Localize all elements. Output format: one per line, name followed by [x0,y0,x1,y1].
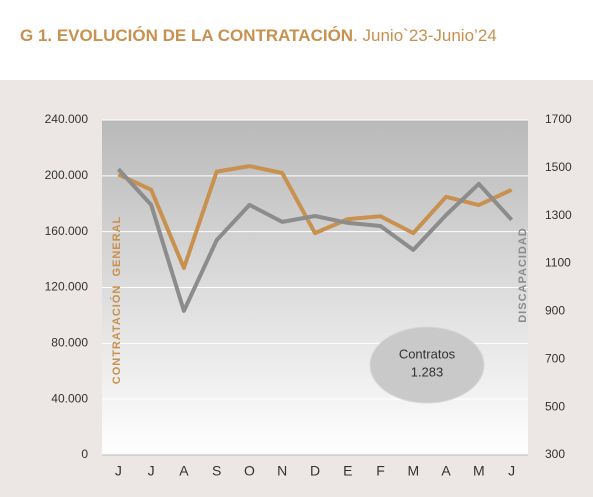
y2-tick-label: 500 [545,399,565,413]
chart-title: G 1. EVOLUCIÓN DE LA CONTRATACIÓN [20,26,354,45]
y-axis-title: CONTRATACIÓN GENERAL [110,216,123,384]
y2-tick-label: 1100 [545,256,571,270]
y-tick-label: 200.000 [45,168,89,182]
annotation-bubble [369,326,485,404]
x-tick-label: M [407,463,419,479]
x-tick-label: J [148,463,155,479]
x-tick-label: F [376,463,385,479]
x-tick-label: N [277,463,287,479]
y-tick-label: 40.000 [51,391,88,405]
annotation-text: 1.283 [411,364,444,379]
header: G 1. EVOLUCIÓN DE LA CONTRATACIÓN. Junio… [0,0,593,80]
x-tick-label: M [473,463,485,479]
y2-tick-label: 700 [545,351,565,365]
x-tick-label: S [212,463,221,479]
chart-subtitle: . Junio`23-Junio’24 [353,26,497,45]
x-tick-label: O [244,463,255,479]
y2-tick-label: 1300 [545,208,572,222]
x-tick-label: D [310,463,320,479]
series-line [116,167,514,313]
y-tick-label: 240.000 [45,112,89,126]
x-tick-label: A [179,463,189,479]
x-tick-label: A [441,463,451,479]
y-tick-label: 0 [81,447,88,461]
x-tick-label: J [115,463,122,479]
annotation-text: Contratos [399,346,456,361]
y2-tick-label: 1500 [545,160,572,174]
y2-axis-title: DISCAPACIDAD [517,227,529,323]
series-line [117,164,513,270]
y2-tick-label: 900 [545,304,565,318]
x-tick-label: E [343,463,352,479]
y2-tick-label: 1700 [545,112,572,126]
x-tick-label: J [508,463,515,479]
y-tick-label: 120.000 [45,280,89,294]
y-tick-label: 80.000 [51,336,88,350]
y-tick-label: 160.000 [45,224,89,238]
title: G 1. EVOLUCIÓN DE LA CONTRATACIÓN. Junio… [20,26,560,46]
y2-tick-label: 300 [545,447,565,461]
